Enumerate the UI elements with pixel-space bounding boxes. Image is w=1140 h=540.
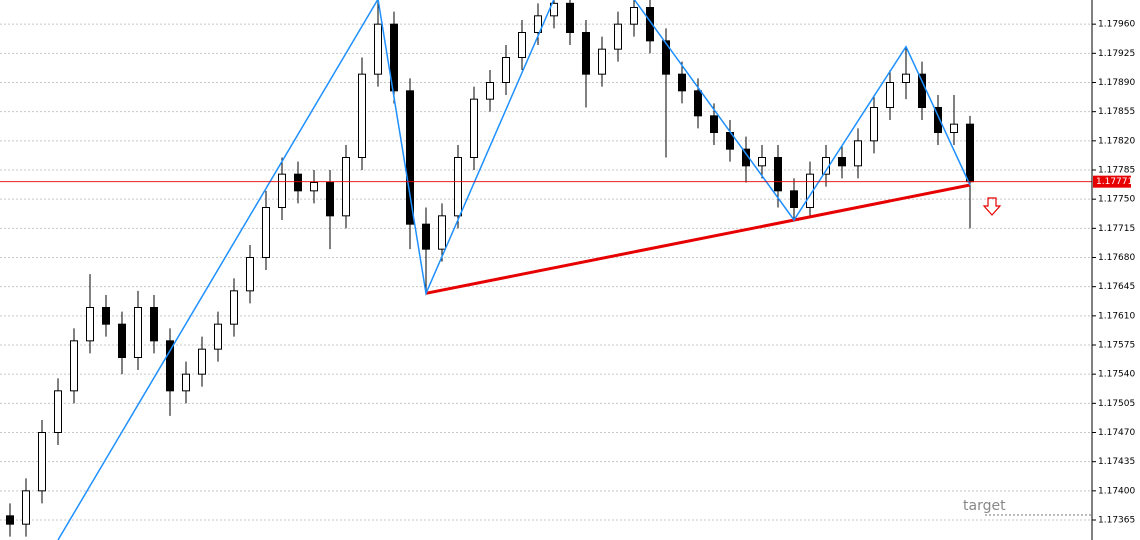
candle-body (886, 82, 894, 108)
candle-body (646, 7, 654, 42)
y-tick-label: 1.17890 (1098, 78, 1135, 88)
y-tick-label: 1.17750 (1098, 195, 1135, 205)
candle-body (598, 48, 606, 75)
y-tick-label: 1.17645 (1098, 282, 1135, 292)
candle-body (438, 215, 446, 250)
candle-body (70, 340, 78, 392)
candle-body (294, 173, 302, 192)
y-tick-label: 1.17365 (1098, 516, 1135, 526)
candle-body (934, 107, 942, 133)
candle-body (502, 57, 510, 83)
candle-body (918, 73, 926, 108)
candle-body (86, 307, 94, 342)
candle-body (118, 323, 126, 358)
candle-body (694, 90, 702, 117)
candle-body (902, 73, 910, 83)
price-label-box (1093, 175, 1131, 188)
candle-body (262, 207, 270, 258)
y-tick-label: 1.17470 (1098, 428, 1135, 438)
grid (0, 23, 1092, 521)
candle-body (374, 23, 382, 75)
candle-body (518, 32, 526, 58)
y-tick-label: 1.17540 (1098, 370, 1135, 380)
candle-body (966, 123, 974, 183)
candle-body (566, 2, 574, 33)
candle-body (150, 307, 158, 342)
candle-body (102, 307, 110, 325)
candle-body (758, 157, 766, 167)
candle-body (134, 307, 142, 358)
y-tick-label: 1.17610 (1098, 311, 1135, 321)
candle-body (358, 73, 366, 158)
candle-body (534, 15, 542, 33)
y-tick-label: 1.17820 (1098, 136, 1135, 146)
candle-body (310, 182, 318, 192)
candle-body (326, 182, 334, 217)
candle-body (454, 157, 462, 217)
candle-body (406, 90, 414, 225)
axis-labels: 1.17365 1.17400 1.17435 1.17470 1.17505 1.175… (1092, 20, 1135, 526)
plot-area (0, 0, 1092, 540)
candle-body (950, 123, 958, 133)
sell-arrow (982, 197, 1002, 216)
target-label: target (963, 498, 1006, 514)
candle-body (390, 23, 398, 92)
candle-body (838, 157, 846, 167)
y-tick-label: 1.17505 (1098, 399, 1135, 409)
candle-body (790, 190, 798, 208)
candle-body (470, 98, 478, 158)
candle-body (246, 257, 254, 292)
candle-body (198, 348, 206, 375)
candle-body (54, 390, 62, 434)
candle-body (230, 290, 238, 325)
candle-body (582, 32, 590, 75)
y-tick-label: 1.17400 (1098, 486, 1135, 496)
candle-body (550, 2, 558, 17)
candle-body (278, 173, 286, 209)
candle-body (6, 515, 14, 525)
candle-body (774, 157, 782, 192)
candle-body (710, 115, 718, 134)
y-tick-label: 1.17925 (1098, 49, 1135, 59)
y-tick-label: 1.17680 (1098, 253, 1135, 263)
candle-body (182, 373, 190, 392)
candle-body (662, 40, 670, 75)
y-tick-label: 1.17435 (1098, 457, 1135, 467)
y-tick-label: 1.17785 (1098, 166, 1135, 176)
candle-body (214, 323, 222, 350)
candle-body (614, 23, 622, 50)
candle-body (342, 157, 350, 217)
y-tick-label: 1.17960 (1098, 20, 1135, 30)
candle-body (870, 107, 878, 142)
candle-body (678, 73, 686, 92)
candle-body (38, 432, 46, 492)
zigzag-line (57, 0, 971, 540)
y-tick-label: 1.17575 (1098, 341, 1135, 351)
candle-body (854, 140, 862, 167)
candle-body (486, 82, 494, 100)
y-tick-label: 1.17855 (1098, 107, 1135, 117)
trend-line (425, 183, 971, 295)
price-label: 1.17771 (1096, 177, 1133, 187)
candle-body (630, 7, 638, 25)
y-tick-label: 1.17715 (1098, 224, 1135, 234)
candle-body (422, 223, 430, 250)
candle-body (166, 340, 174, 392)
candle-body (22, 490, 30, 525)
